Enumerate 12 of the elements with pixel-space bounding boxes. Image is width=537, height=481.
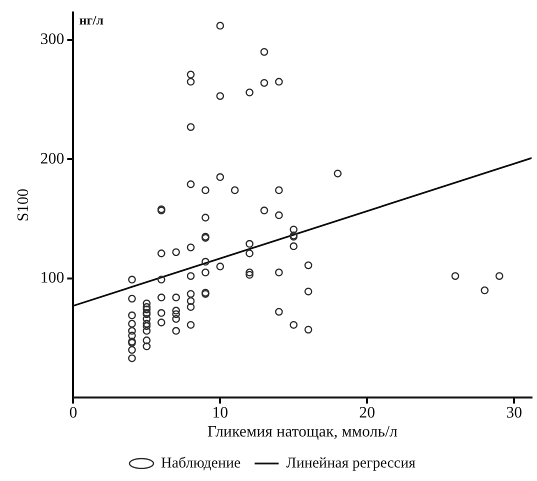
x-tick-label: 10: [212, 404, 228, 422]
y-tick-label: 200: [40, 150, 64, 168]
legend-label: Наблюдение: [160, 455, 242, 472]
legend-label: Линейная регрессия: [286, 455, 416, 472]
y-axis-title: S100: [14, 188, 32, 222]
annotation: нг/л: [79, 12, 104, 28]
x-tick-label: 0: [69, 404, 78, 422]
x-tick-label: 30: [506, 404, 522, 422]
x-axis-title: Гликемия натощак, ммоль/л: [207, 424, 398, 441]
y-tick-label: 100: [40, 270, 64, 287]
y-tick-label: 300: [40, 31, 64, 48]
x-tick-label: 20: [359, 404, 376, 422]
